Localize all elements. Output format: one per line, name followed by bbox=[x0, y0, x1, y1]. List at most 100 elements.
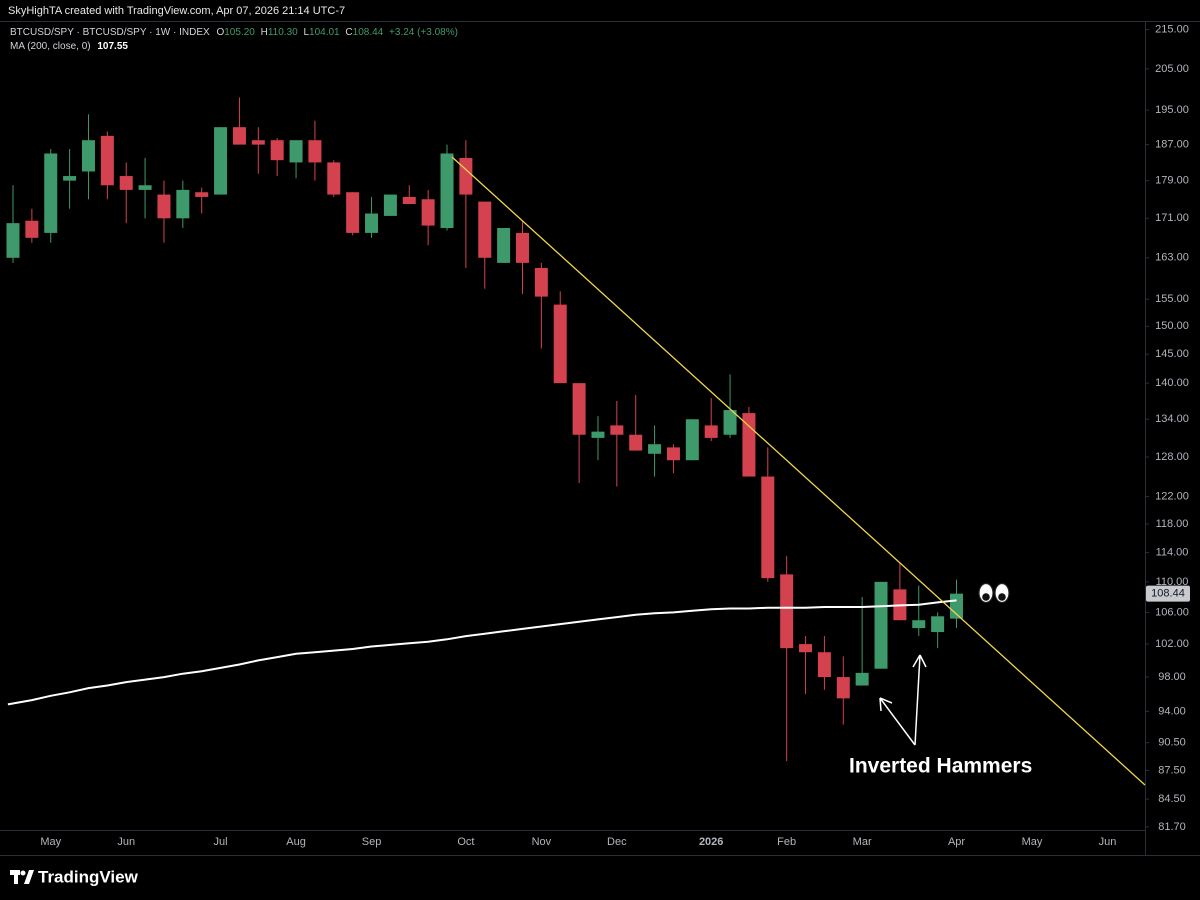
x-tick-label: May bbox=[40, 836, 61, 848]
x-tick-label: Aug bbox=[286, 836, 306, 848]
plot: 215.00 205.00 195.00 187.00 179.00 171.00 163.… bbox=[6, 24, 1189, 848]
ohlc-key: C bbox=[345, 27, 352, 38]
ma-line bbox=[7, 599, 957, 706]
candle-body bbox=[666, 447, 680, 461]
candle-body bbox=[478, 201, 492, 258]
candle-body bbox=[553, 304, 567, 384]
y-tick-label: 140.00 bbox=[1155, 377, 1189, 389]
ma-value: 107.55 bbox=[97, 41, 128, 52]
y-tick-label: 145.00 bbox=[1155, 348, 1189, 360]
y-tick-label: 94.00 bbox=[1158, 705, 1186, 717]
candle-body bbox=[270, 140, 284, 161]
y-tick-label: 163.00 bbox=[1155, 252, 1189, 264]
candle-body bbox=[912, 620, 926, 629]
candle-body bbox=[591, 431, 605, 438]
candle-body bbox=[629, 434, 643, 451]
y-tick-label: 90.50 bbox=[1158, 737, 1186, 749]
y-tick-label: 122.00 bbox=[1155, 490, 1189, 502]
candle-body bbox=[459, 157, 473, 195]
candle-body bbox=[138, 185, 152, 190]
y-tick-label: 81.70 bbox=[1158, 821, 1186, 833]
candle-body bbox=[119, 176, 133, 190]
y-tick-label: 110.00 bbox=[1156, 576, 1189, 588]
candle-body bbox=[855, 672, 869, 686]
x-tick-label: Jul bbox=[214, 836, 228, 848]
candle-body bbox=[836, 677, 850, 699]
candle-body bbox=[723, 410, 737, 435]
arrow bbox=[879, 697, 916, 746]
last-price-box bbox=[1146, 585, 1190, 602]
x-tick-label: Nov bbox=[532, 836, 552, 848]
candle-body bbox=[874, 581, 888, 669]
candle-body bbox=[100, 135, 114, 186]
ma-name: MA (200, close, 0) bbox=[10, 41, 91, 52]
brand: TradingView bbox=[38, 867, 139, 886]
ohlc-value: 104.01 bbox=[309, 27, 340, 38]
candle-body bbox=[572, 383, 586, 435]
x-tick-label: May bbox=[1022, 836, 1043, 848]
candle-body bbox=[157, 194, 171, 219]
annotation: Inverted Hammers bbox=[849, 755, 1032, 778]
y-tick-label: 179.00 bbox=[1155, 175, 1189, 187]
ohlc-key: H bbox=[261, 27, 268, 38]
last-price-label: 108.44 bbox=[1151, 588, 1185, 600]
candle-body bbox=[704, 425, 718, 438]
credit: SkyHighTA created with TradingView.com, … bbox=[8, 5, 345, 17]
candle-body bbox=[251, 140, 265, 145]
y-tick-label: 187.00 bbox=[1155, 139, 1189, 151]
candle-body bbox=[81, 140, 95, 172]
candle-body bbox=[176, 189, 190, 219]
y-tick-label: 106.00 bbox=[1155, 606, 1189, 618]
y-tick-label: 98.00 bbox=[1158, 671, 1186, 683]
candle-body bbox=[44, 153, 58, 233]
candle-body bbox=[327, 162, 341, 195]
candle-body bbox=[515, 232, 529, 263]
ma-legend: MA (200, close, 0) 107.55 bbox=[10, 41, 128, 52]
x-tick-label: 2026 bbox=[699, 836, 723, 848]
candle-body bbox=[365, 213, 379, 233]
candle-body bbox=[421, 199, 435, 226]
y-tick-label: 84.50 bbox=[1158, 793, 1186, 805]
candle-body bbox=[534, 267, 548, 297]
trendline bbox=[451, 156, 1146, 786]
y-tick-label: 171.00 bbox=[1155, 212, 1189, 224]
x-tick-label: Sep bbox=[362, 836, 382, 848]
x-tick-label: Dec bbox=[607, 836, 627, 848]
y-tick-label: 118.00 bbox=[1156, 518, 1189, 530]
x-tick-label: Jun bbox=[117, 836, 135, 848]
y-tick-label: 195.00 bbox=[1155, 104, 1189, 116]
y-tick-label: 205.00 bbox=[1155, 63, 1189, 75]
annotations: Inverted Hammers bbox=[451, 156, 1146, 786]
candle-body bbox=[63, 176, 77, 181]
y-tick-label: 215.00 bbox=[1155, 24, 1189, 36]
candle-body bbox=[931, 616, 945, 633]
y-tick-label: 114.00 bbox=[1156, 546, 1189, 558]
ohlc-value: 105.20 bbox=[224, 27, 255, 38]
candle-body bbox=[440, 153, 454, 229]
eyes-emoji bbox=[978, 582, 1010, 604]
brand-logo: TradingView bbox=[10, 867, 139, 886]
candle-body bbox=[383, 194, 397, 216]
candle-body bbox=[25, 220, 39, 238]
candle-body bbox=[780, 574, 794, 649]
candle-body bbox=[308, 140, 322, 163]
candle-body bbox=[289, 140, 303, 163]
candle-body bbox=[817, 652, 831, 678]
candle-body bbox=[799, 644, 813, 653]
x-tick-label: Jun bbox=[1099, 836, 1117, 848]
change: +3.24 (+3.08%) bbox=[389, 27, 458, 38]
y-tick-label: 155.00 bbox=[1155, 293, 1189, 305]
candle-body bbox=[195, 192, 209, 197]
candle-body bbox=[6, 223, 20, 258]
y-tick-label: 134.00 bbox=[1155, 413, 1189, 425]
x-tick-label: Apr bbox=[948, 836, 965, 848]
candle-body bbox=[214, 127, 228, 195]
symbol: BTCUSD/SPY · BTCUSD/SPY · 1W · INDEX bbox=[10, 27, 210, 38]
candle-body bbox=[685, 419, 699, 461]
y-tick-label: 102.00 bbox=[1155, 638, 1189, 650]
ohlc-value: 108.44 bbox=[353, 27, 384, 38]
arrow bbox=[912, 654, 927, 746]
candle-body bbox=[610, 425, 624, 435]
